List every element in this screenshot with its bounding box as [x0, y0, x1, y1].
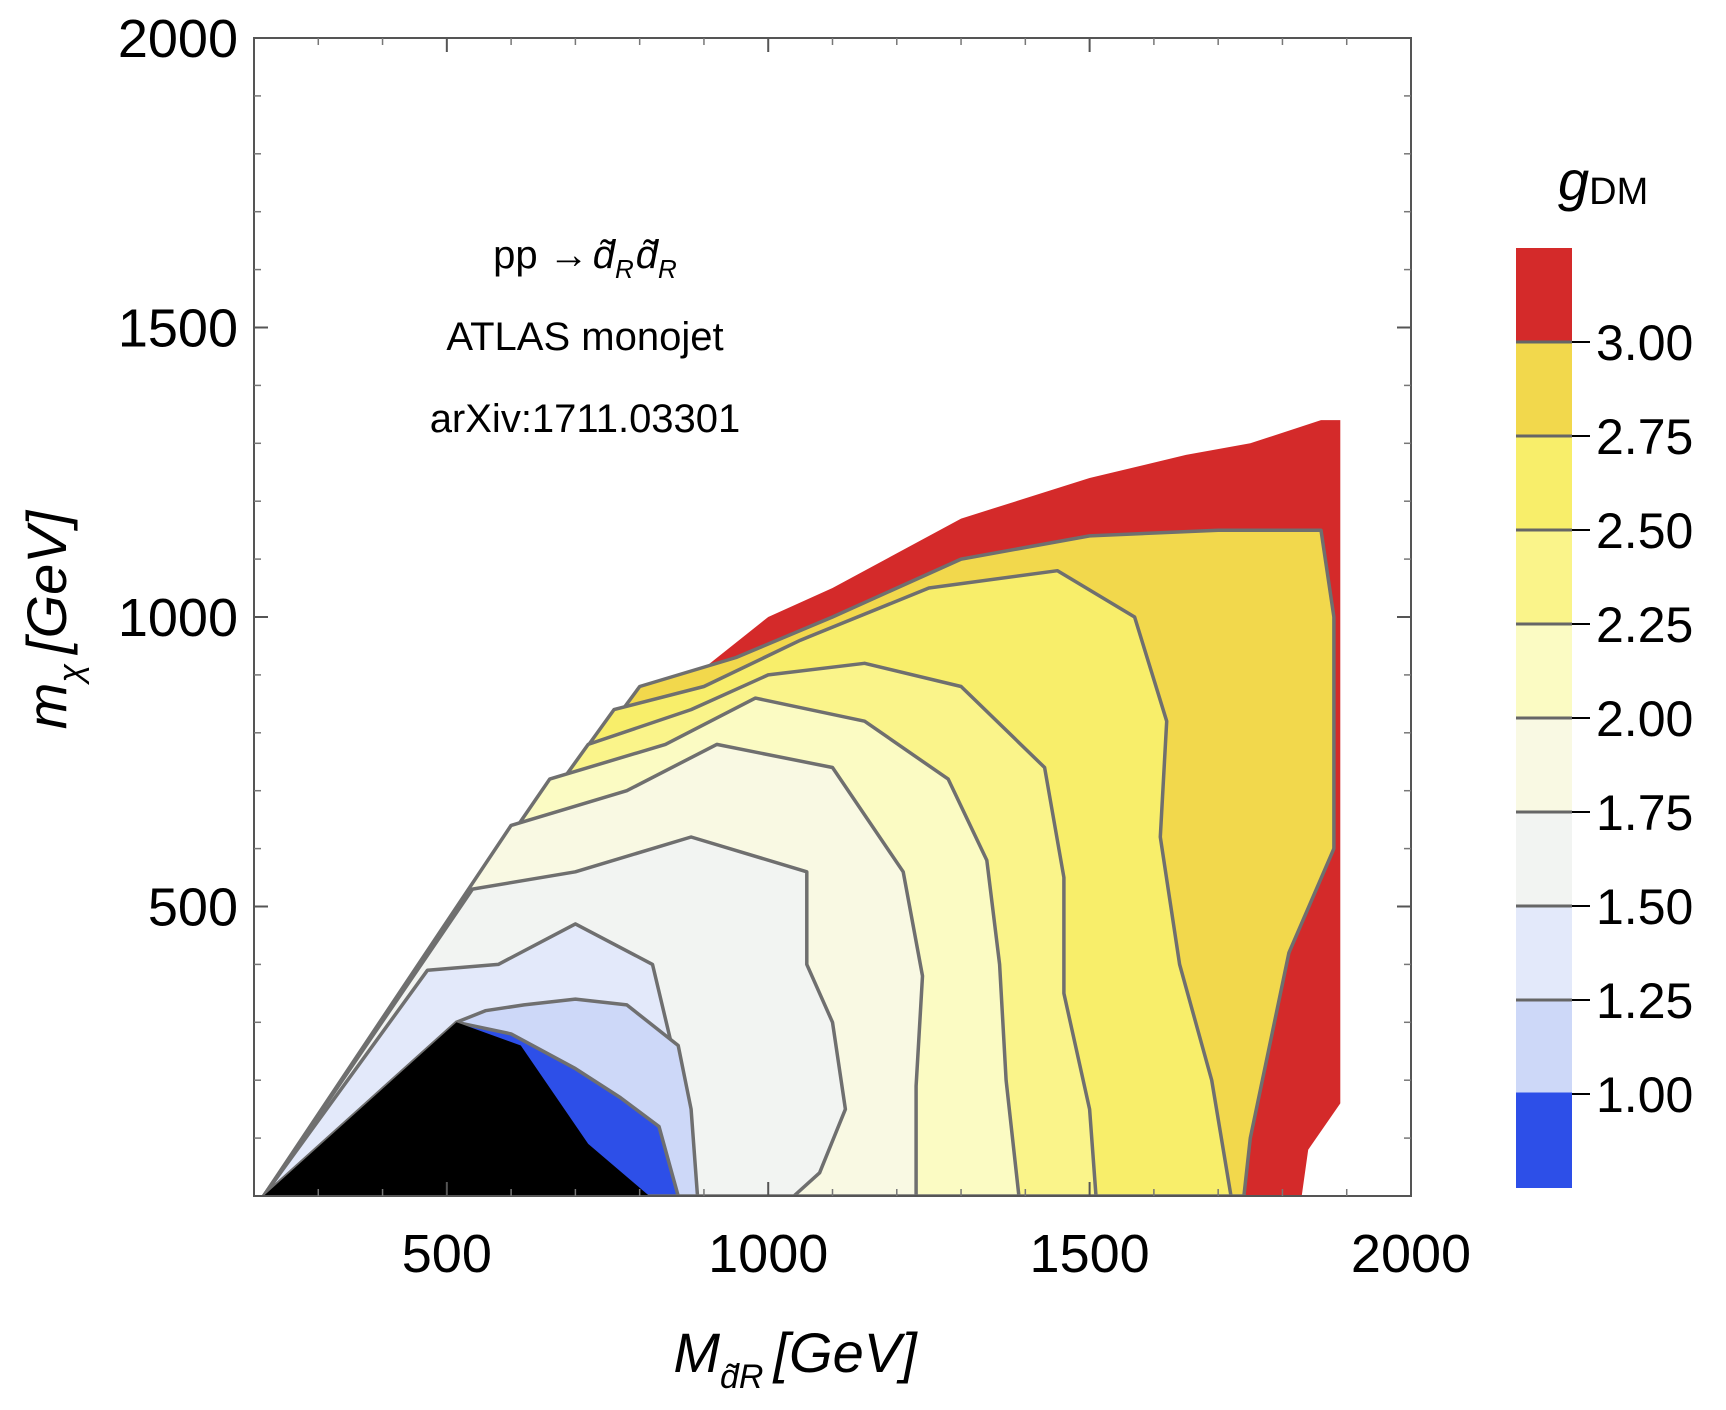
y-tick-label: 2000 [118, 9, 238, 69]
colorbar-tick-label: 2.00 [1596, 691, 1693, 747]
colorbar-tick-label: 1.25 [1596, 973, 1693, 1029]
x-tick-label: 1500 [1030, 1224, 1150, 1284]
colorbar-tick-label: 2.50 [1596, 503, 1693, 559]
colorbar-tick-label: 3.00 [1596, 315, 1693, 371]
y-tick-label: 1000 [118, 588, 238, 648]
colorbar-swatch [1516, 1094, 1572, 1188]
colorbar-tick-label: 1.75 [1596, 785, 1693, 841]
colorbar-swatch [1516, 248, 1572, 342]
y-tick-label: 1500 [118, 299, 238, 359]
y-tick-labels: 500 1000 1500 2000 [118, 9, 238, 938]
colorbar-tick-label: 2.75 [1596, 409, 1693, 465]
y-tick-label: 500 [148, 878, 238, 938]
colorbar-tick-label: 1.50 [1596, 879, 1693, 935]
colorbar-swatch [1516, 530, 1572, 624]
annotation-process: pp → d̃Rd̃R [493, 233, 677, 284]
colorbar: 1.00 1.25 1.50 1.75 2.00 2.25 2.50 2.75 3.00 [1516, 248, 1693, 1188]
colorbar-tick-label: 1.00 [1596, 1067, 1693, 1123]
x-tick-label: 500 [402, 1224, 492, 1284]
colorbar-swatch [1516, 812, 1572, 906]
colorbar-tick-label: 2.25 [1596, 597, 1693, 653]
x-tick-label: 1000 [708, 1224, 828, 1284]
axis-ticks [254, 37, 1412, 1196]
colorbar-swatch [1516, 1000, 1572, 1094]
colorbar-swatch [1516, 718, 1572, 812]
x-axis-label: Md̃R [GeV] [673, 1321, 918, 1396]
colorbar-swatch [1516, 436, 1572, 530]
contour-region-excluded [263, 1022, 650, 1196]
y-axis-label: mχ[GeV] [15, 509, 90, 729]
colorbar-swatch [1516, 624, 1572, 718]
annotation: pp → d̃Rd̃R ATLAS monojet arXiv:1711.0330… [430, 233, 741, 441]
annotation-reference: arXiv:1711.03301 [430, 397, 741, 441]
colorbar-title: gDM [1558, 149, 1648, 213]
x-tick-label: 2000 [1351, 1224, 1471, 1284]
colorbar-swatch [1516, 342, 1572, 436]
x-tick-labels: 500 1000 1500 2000 [402, 1224, 1471, 1284]
contour-regions [261, 420, 1341, 1196]
colorbar-swatch [1516, 906, 1572, 1000]
annotation-analysis: ATLAS monojet [446, 315, 723, 359]
